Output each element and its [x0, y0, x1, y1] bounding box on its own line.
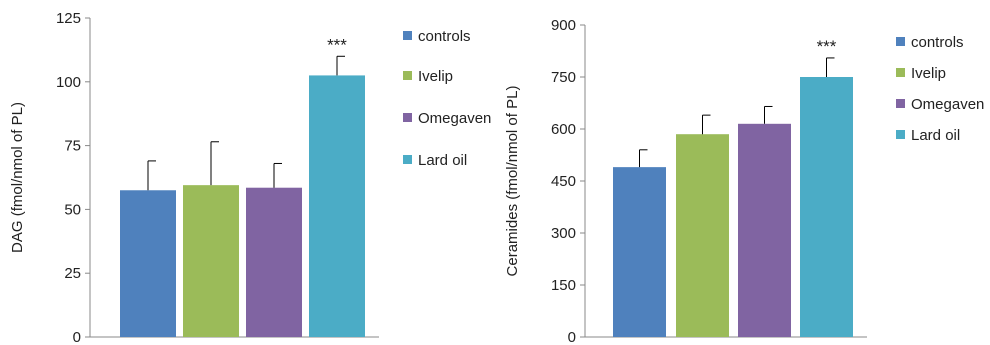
y-axis-label: Ceramides (fmol/nmol of PL) [504, 86, 521, 277]
legend-label: controls [418, 28, 471, 45]
y-tick-label: 50 [64, 201, 81, 218]
significance-annotation: *** [327, 35, 347, 54]
legend-swatch [403, 31, 412, 40]
legend-swatch [896, 130, 905, 139]
y-tick-label: 25 [64, 265, 81, 282]
legend-label: Lard oil [911, 127, 960, 144]
legend: controls Ivelip Omegaven Lard oil [403, 28, 491, 169]
bar-controls [120, 190, 176, 337]
legend-label: Omegaven [911, 96, 984, 113]
y-tick-label: 450 [551, 173, 576, 190]
legend-label: Omegaven [418, 110, 491, 127]
y-axis-label: DAG (fmol/nmol of PL) [9, 102, 26, 253]
legend-swatch [403, 71, 412, 80]
y-tick-label: 125 [56, 10, 81, 27]
legend: controls Ivelip Omegaven Lard oil [896, 34, 984, 144]
bar-omegaven [246, 187, 302, 337]
legend-swatch [896, 68, 905, 77]
y-tick-label: 600 [551, 121, 576, 138]
y-tick-label: 100 [56, 74, 81, 91]
bar-ivelip [183, 185, 239, 337]
legend-label: Ivelip [418, 68, 453, 85]
y-tick-label: 300 [551, 225, 576, 242]
legend-label: controls [911, 34, 964, 51]
legend-swatch [896, 99, 905, 108]
legend-label: Ivelip [911, 65, 946, 82]
legend-swatch [403, 155, 412, 164]
y-tick-label: 900 [551, 17, 576, 34]
y-tick-label: 0 [73, 329, 81, 345]
y-tick-label: 0 [568, 329, 576, 345]
chart-panel-1: 0 25 50 75 100 125 DAG (fmol/nmol of PL) *** con… [9, 10, 491, 345]
bar-lard-oil [309, 75, 365, 338]
bar-controls [613, 167, 666, 337]
legend-swatch [896, 37, 905, 46]
bar-lard-oil [800, 77, 853, 337]
bar-omegaven [738, 123, 791, 337]
y-tick-label: 150 [551, 277, 576, 294]
legend-label: Lard oil [418, 152, 467, 169]
chart-panel-2: 0 150 300 450 600 750 900 Ceramides (fmol/nmol … [504, 17, 984, 345]
y-tick-label: 750 [551, 69, 576, 86]
y-tick-label: 75 [64, 138, 81, 155]
significance-annotation: *** [817, 37, 837, 56]
legend-swatch [403, 113, 412, 122]
bar-ivelip [676, 134, 729, 337]
